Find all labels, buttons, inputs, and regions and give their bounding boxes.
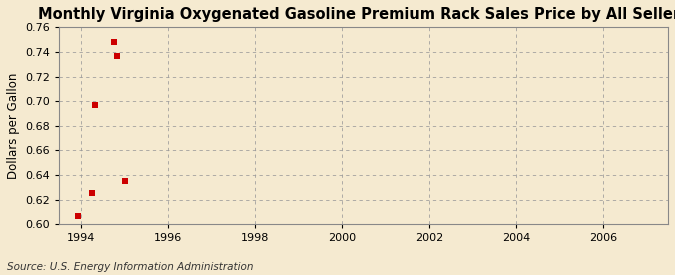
Point — [109, 40, 119, 44]
Point — [86, 191, 97, 196]
Point — [119, 179, 130, 183]
Point — [72, 213, 83, 218]
Point — [90, 103, 101, 107]
Title: Monthly Virginia Oxygenated Gasoline Premium Rack Sales Price by All Sellers: Monthly Virginia Oxygenated Gasoline Pre… — [38, 7, 675, 22]
Y-axis label: Dollars per Gallon: Dollars per Gallon — [7, 73, 20, 179]
Text: Source: U.S. Energy Information Administration: Source: U.S. Energy Information Administ… — [7, 262, 253, 272]
Point — [112, 53, 123, 58]
